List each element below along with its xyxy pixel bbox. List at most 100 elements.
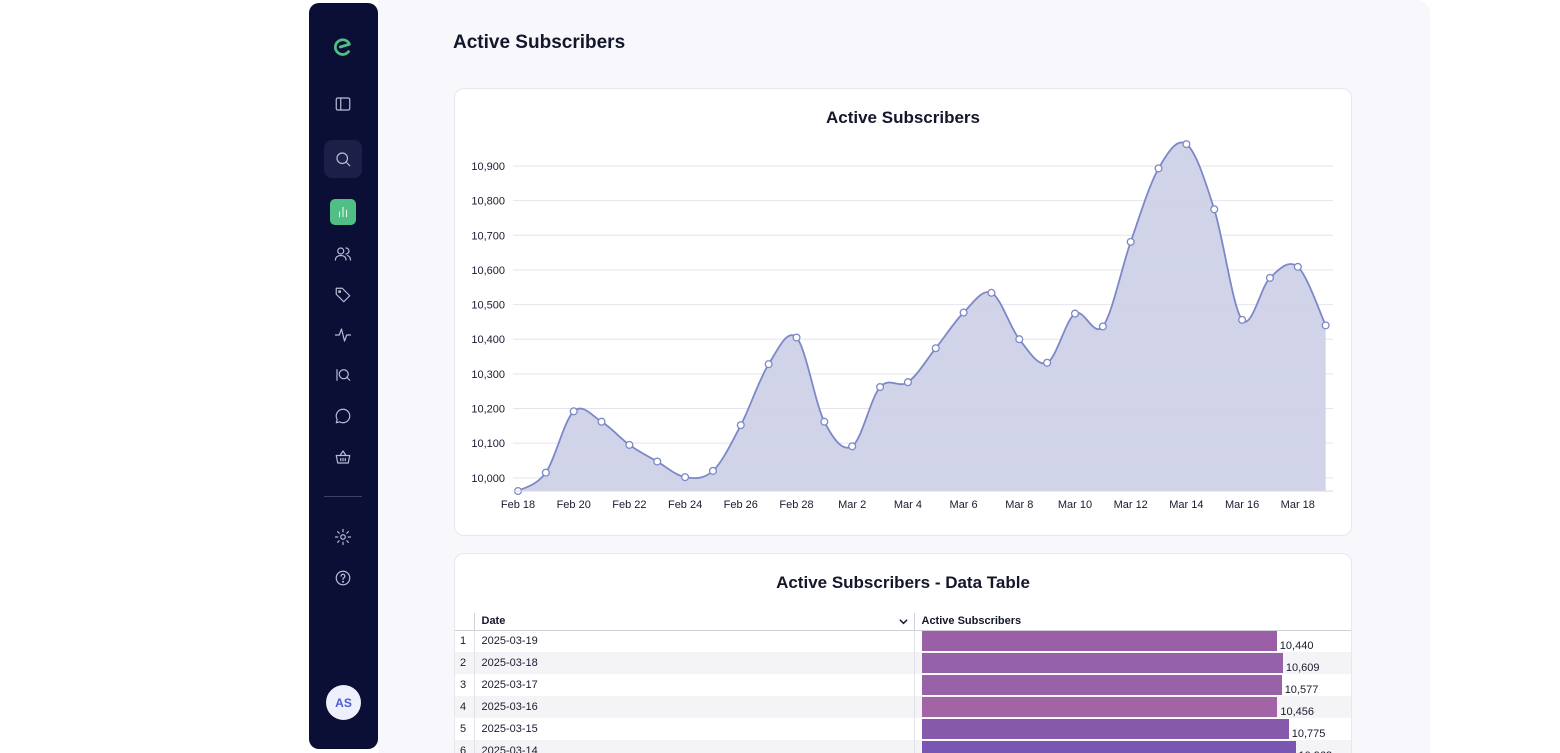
users-icon[interactable]	[323, 234, 363, 274]
chat-icon[interactable]	[323, 396, 363, 436]
data-point	[1182, 140, 1191, 149]
data-point	[1321, 321, 1330, 330]
help-icon[interactable]	[323, 558, 363, 598]
value-bar	[921, 653, 1283, 673]
page-title: Active Subscribers	[453, 32, 626, 53]
data-point	[820, 417, 829, 426]
gear-icon[interactable]	[323, 517, 363, 557]
y-tick-label: 10,800	[471, 196, 505, 208]
y-tick-label: 10,100	[471, 438, 505, 450]
data-point	[681, 473, 690, 482]
data-point	[764, 360, 773, 369]
tag-icon[interactable]	[323, 275, 363, 315]
data-point	[931, 344, 940, 353]
activity-icon[interactable]	[323, 315, 363, 355]
data-point	[1293, 262, 1302, 271]
y-tick-label: 10,200	[471, 404, 505, 416]
x-tick-label: Mar 10	[1058, 499, 1092, 511]
chart-title: Active Subscribers	[825, 108, 980, 127]
sidebar: AS	[309, 3, 378, 749]
data-point	[736, 421, 745, 430]
subscribers-cell: 10,609	[914, 652, 1351, 674]
avatar[interactable]: AS	[326, 685, 361, 720]
data-point	[1070, 309, 1080, 318]
search-icon[interactable]	[324, 140, 362, 178]
row-number: 2	[455, 652, 475, 674]
data-point	[1210, 205, 1219, 214]
sidebar-toggle-icon[interactable]	[323, 84, 363, 124]
x-tick-label: Feb 22	[612, 499, 646, 511]
column-header-date[interactable]: Date	[474, 613, 915, 631]
data-point	[1154, 164, 1163, 173]
data-point	[1265, 273, 1274, 282]
value-label: 10,456	[1280, 705, 1315, 718]
logo-icon[interactable]	[323, 27, 363, 67]
subscribers-cell: 10,440	[914, 630, 1351, 652]
x-tick-label: Mar 18	[1281, 499, 1315, 511]
date-cell: 2025-03-15	[474, 718, 915, 740]
table-body: 1 2025-03-19 10,440 2 2025-03-18 10,609 3 2025-…	[455, 630, 1351, 753]
y-tick-label: 10,400	[471, 334, 505, 346]
date-cell: 2025-03-17	[474, 674, 915, 696]
data-point	[987, 288, 996, 297]
table-row[interactable]: 4 2025-03-16 10,456	[455, 696, 1351, 718]
y-tick-label: 10,300	[471, 369, 505, 381]
subscribers-cell: 10,963	[914, 740, 1351, 753]
main-content: Active Subscribers Active Subscribers 10…	[378, 0, 1430, 753]
date-cell: 2025-03-18	[474, 652, 915, 674]
data-point	[959, 308, 968, 317]
y-tick-label: 10,700	[471, 230, 505, 242]
y-tick-label: 10,600	[471, 265, 505, 277]
value-bar	[921, 675, 1282, 695]
row-number: 6	[455, 740, 475, 753]
table-row[interactable]: 3 2025-03-17 10,577	[455, 674, 1351, 696]
x-tick-label: Feb 20	[557, 499, 591, 511]
data-point	[625, 440, 634, 449]
column-header-date-label: Date	[481, 615, 506, 628]
data-point	[848, 442, 857, 451]
value-label: 10,577	[1284, 683, 1319, 696]
date-cell: 2025-03-19	[474, 630, 915, 652]
column-header-active-subscribers-label: Active Subscribers	[921, 615, 1022, 628]
x-tick-label: Feb 26	[724, 499, 758, 511]
data-point	[653, 457, 662, 466]
bar-chart-icon[interactable]	[323, 192, 363, 232]
row-number: 3	[455, 674, 475, 696]
data-point	[903, 378, 912, 387]
value-label: 10,609	[1285, 661, 1320, 674]
value-bar	[921, 631, 1277, 652]
value-bar	[921, 741, 1296, 753]
data-point	[1098, 322, 1107, 331]
data-point	[1015, 335, 1024, 344]
row-number: 1	[455, 630, 475, 652]
value-bar	[921, 719, 1289, 739]
data-point	[1043, 358, 1052, 367]
chevron-down-icon[interactable]	[898, 617, 908, 626]
area-chart: 10,000 10,100 10,200 10,300 10,400 10,500 10,6…	[471, 140, 1333, 511]
data-table: Date Active Subscribers 1 2025-03-19 10,44…	[455, 613, 1351, 753]
y-tick-label: 10,500	[471, 300, 505, 312]
y-tick-label: 10,900	[471, 161, 505, 173]
table-row[interactable]: 2 2025-03-18 10,609	[455, 652, 1351, 674]
basket-icon[interactable]	[323, 437, 363, 477]
value-label: 10,775	[1291, 727, 1326, 740]
x-tick-label: Mar 14	[1169, 499, 1203, 511]
column-header-active-subscribers[interactable]: Active Subscribers	[914, 613, 1351, 631]
subscribers-cell: 10,577	[914, 674, 1351, 696]
x-tick-label: Feb 18	[501, 499, 535, 511]
x-tick-label: Mar 12	[1114, 499, 1148, 511]
x-tick-label: Mar 16	[1225, 499, 1259, 511]
table-row[interactable]: 5 2025-03-15 10,775	[455, 718, 1351, 740]
sidebar-divider	[324, 496, 362, 497]
value-label: 10,440	[1279, 639, 1314, 652]
value-label: 10,963	[1299, 750, 1333, 753]
x-tick-label: Mar 8	[1005, 499, 1033, 511]
iq-search-icon[interactable]	[323, 355, 363, 395]
table-row[interactable]: 1 2025-03-19 10,440	[455, 630, 1351, 652]
data-point	[1126, 237, 1135, 246]
x-tick-label: Feb 24	[668, 499, 702, 511]
date-cell: 2025-03-16	[474, 696, 915, 718]
data-point	[541, 468, 550, 477]
